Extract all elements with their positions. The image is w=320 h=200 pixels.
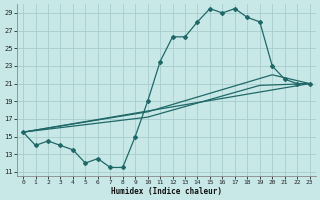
X-axis label: Humidex (Indice chaleur): Humidex (Indice chaleur)	[111, 187, 222, 196]
